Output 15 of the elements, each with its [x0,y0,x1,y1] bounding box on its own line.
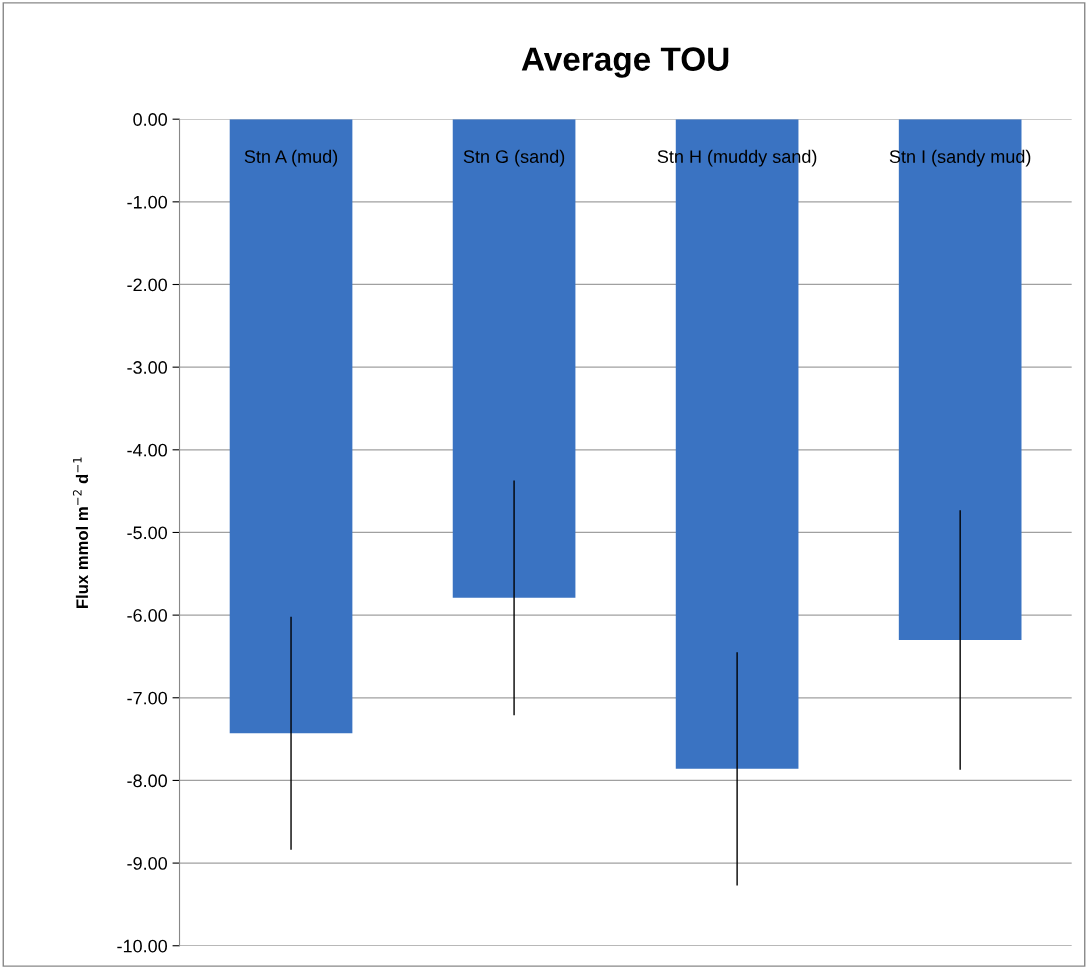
y-tick-label: -5.00 [127,526,168,540]
y-tick-label: -8.00 [127,774,168,788]
x-tick-label: Stn G (sand) [463,149,565,167]
chart-title: Average TOU [521,47,729,78]
y-tick-label: 0.00 [133,113,168,126]
y-tick-label: -1.00 [127,195,168,209]
y-tick-label: -7.00 [127,691,168,705]
y-tick-label: -6.00 [127,609,168,622]
y-tick-label: -4.00 [127,443,168,457]
x-tick-label: Stn A (mud) [244,149,338,167]
y-tick-label: -3.00 [127,361,168,374]
y-tick-label: -9.00 [127,857,168,870]
y-tick-label: -2.00 [127,278,168,292]
y-axis-title: Flux mmol m$^{−2}$ d$^{−1}$ [72,457,89,609]
y-tick-label: -10.00 [117,939,168,953]
